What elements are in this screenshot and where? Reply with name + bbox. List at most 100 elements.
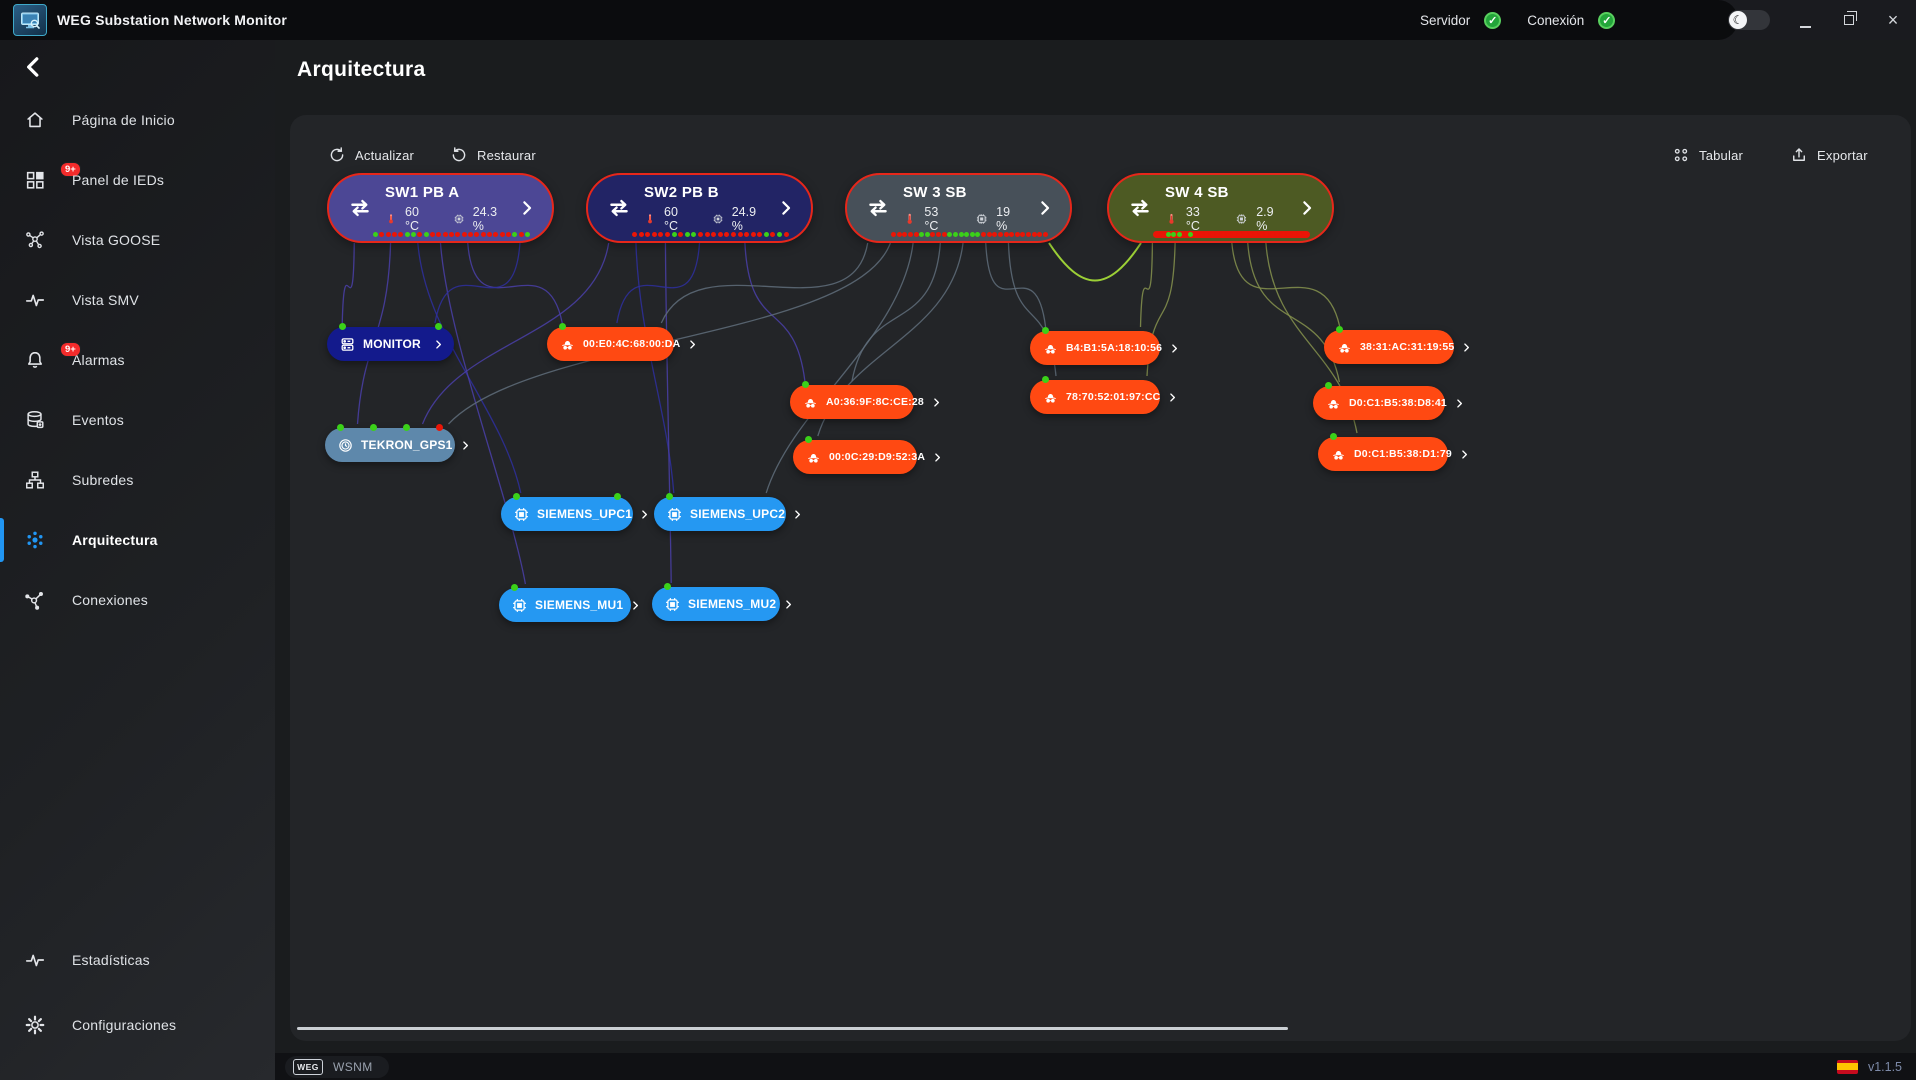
port-status-dot (429, 232, 435, 237)
port-status-dot (417, 232, 423, 237)
device-expand-chevron[interactable] (1461, 342, 1472, 353)
sidebar-item-inicio[interactable]: Página de Inicio (0, 98, 275, 142)
sidebar-item-smv[interactable]: Vista SMV (0, 278, 275, 322)
sidebar-item-estadisticas[interactable]: Estadísticas (0, 938, 275, 982)
device-node-mu2[interactable]: SIEMENS_MU2 (652, 583, 780, 621)
switch-card-sw3[interactable]: SW 3 SB 53 °C 19 % (845, 173, 1072, 243)
device-expand-chevron[interactable] (687, 339, 698, 350)
port-status-dot (997, 232, 1003, 237)
cpu-icon (712, 211, 724, 227)
link-status-dot (1325, 382, 1332, 389)
link-status-dot (513, 493, 520, 500)
sidebar-item-alarmas[interactable]: 9+ Alarmas (0, 338, 275, 382)
port-status-dot (941, 232, 947, 237)
tabular-button[interactable]: Tabular (1672, 143, 1743, 167)
thermometer-icon (644, 211, 656, 227)
device-label: A0:36:9F:8C:CE:28 (826, 396, 924, 408)
refresh-button[interactable]: Actualizar (328, 143, 414, 167)
port-status-dot (1026, 232, 1031, 237)
link-status-dot (370, 424, 377, 431)
device-node-mac_da[interactable]: 00:E0:4C:68:00:DA (547, 323, 674, 361)
port-status-dot (1226, 232, 1232, 237)
device-node-upc2[interactable]: SIEMENS_UPC2 (654, 493, 786, 531)
device-node-m7870[interactable]: 78:70:52:01:97:CC (1030, 376, 1160, 414)
port-status-dot (1160, 232, 1166, 237)
switch-card-sw4[interactable]: SW 4 SB 33 °C 2.9 % (1107, 173, 1334, 243)
link-status-dot (559, 323, 566, 330)
port-status-dot (645, 232, 651, 237)
switch-card-sw2[interactable]: SW2 PB B 60 °C 24.9 % (586, 173, 813, 243)
device-node-b4b1[interactable]: B4:B1:5A:18:10:56 (1030, 327, 1160, 365)
architecture-panel: Actualizar Restaurar Tabular Exportar SW… (290, 115, 1911, 1041)
sidebar-collapse-button[interactable] (20, 54, 46, 80)
switch-expand-chevron[interactable] (777, 199, 795, 217)
device-node-m000c[interactable]: 00:0C:29:D9:52:3A (793, 436, 917, 474)
export-button[interactable]: Exportar (1790, 143, 1868, 167)
device-node-a036[interactable]: A0:36:9F:8C:CE:28 (790, 381, 914, 419)
subnet-icon (24, 469, 46, 491)
sidebar-item-conexiones[interactable]: Conexiones (0, 578, 275, 622)
port-status-dot (1187, 232, 1193, 237)
sidebar-item-ieds[interactable]: 9+ Panel de IEDs (0, 158, 275, 202)
titlebar-dark-strip (0, 0, 1738, 40)
ied-icon (513, 506, 530, 523)
port-status-dot (505, 232, 511, 237)
device-expand-chevron[interactable] (931, 397, 942, 408)
device-expand-chevron[interactable] (792, 509, 803, 520)
switch-expand-chevron[interactable] (1036, 199, 1054, 217)
sidebar-item-goose[interactable]: Vista GOOSE (0, 218, 275, 262)
page-title: Arquitectura (297, 58, 426, 81)
device-node-d179[interactable]: D0:C1:B5:38:D1:79 (1318, 433, 1448, 471)
port-status-dot (757, 232, 763, 237)
device-expand-chevron[interactable] (639, 509, 650, 520)
connections-icon (24, 589, 46, 611)
device-expand-chevron[interactable] (1459, 449, 1470, 460)
port-status-dot (919, 232, 925, 237)
port-status-dot (947, 232, 953, 237)
theme-toggle[interactable]: ☾ (1728, 10, 1770, 30)
sidebar-item-subredes[interactable]: Subredes (0, 458, 275, 502)
spain-flag-icon[interactable] (1836, 1059, 1858, 1074)
device-node-m3831[interactable]: 38:31:AC:31:19:55 (1324, 326, 1454, 364)
device-expand-chevron[interactable] (1167, 392, 1178, 403)
restore-button[interactable] (1840, 11, 1858, 29)
mac-icon (1042, 340, 1059, 357)
switch-expand-chevron[interactable] (1298, 199, 1316, 217)
device-expand-chevron[interactable] (630, 600, 641, 611)
device-node-monitor[interactable]: MONITOR (327, 323, 454, 361)
connection-status-label: Conexión (1527, 12, 1585, 28)
port-status-dot (930, 232, 936, 237)
restore-layout-button[interactable]: Restaurar (450, 143, 536, 167)
device-node-mu1[interactable]: SIEMENS_MU1 (499, 584, 631, 622)
device-expand-chevron[interactable] (783, 599, 794, 610)
switch-traffic-icon (865, 195, 891, 221)
close-button[interactable]: × (1887, 9, 1899, 30)
sidebar-item-arquitectura[interactable]: Arquitectura (0, 518, 275, 562)
sidebar-item-configuraciones[interactable]: Configuraciones (0, 1003, 275, 1047)
switch-temperature: 60 °C (664, 204, 679, 233)
mac-icon (1330, 446, 1347, 463)
switch-card-sw1[interactable]: SW1 PB A 60 °C 24.3 % (327, 173, 554, 243)
device-expand-chevron[interactable] (1454, 398, 1465, 409)
port-status-dot (379, 232, 385, 237)
device-expand-chevron[interactable] (932, 452, 943, 463)
port-status-dot (724, 232, 730, 237)
link-status-dot (435, 323, 442, 330)
link-status-dot (666, 493, 673, 500)
device-node-upc1[interactable]: SIEMENS_UPC1 (501, 493, 633, 531)
minimize-button[interactable] (1796, 12, 1814, 29)
horizontal-scrollbar[interactable] (297, 1027, 1288, 1030)
port-status-dot (1297, 232, 1303, 237)
waveform-icon (24, 289, 46, 311)
switch-expand-chevron[interactable] (518, 199, 536, 217)
sidebar-item-eventos[interactable]: Eventos (0, 398, 275, 442)
server-icon (339, 336, 356, 353)
link-status-dot (436, 424, 443, 431)
port-status-dot (924, 232, 930, 237)
switch-cpu-load: 24.9 % (731, 204, 757, 233)
device-expand-chevron[interactable] (460, 440, 471, 451)
device-expand-chevron[interactable] (1169, 343, 1180, 354)
device-node-tekron[interactable]: TEKRON_GPS1 (325, 424, 455, 462)
device-expand-chevron[interactable] (433, 339, 444, 350)
device-node-d841[interactable]: D0:C1:B5:38:D8:41 (1313, 382, 1445, 420)
